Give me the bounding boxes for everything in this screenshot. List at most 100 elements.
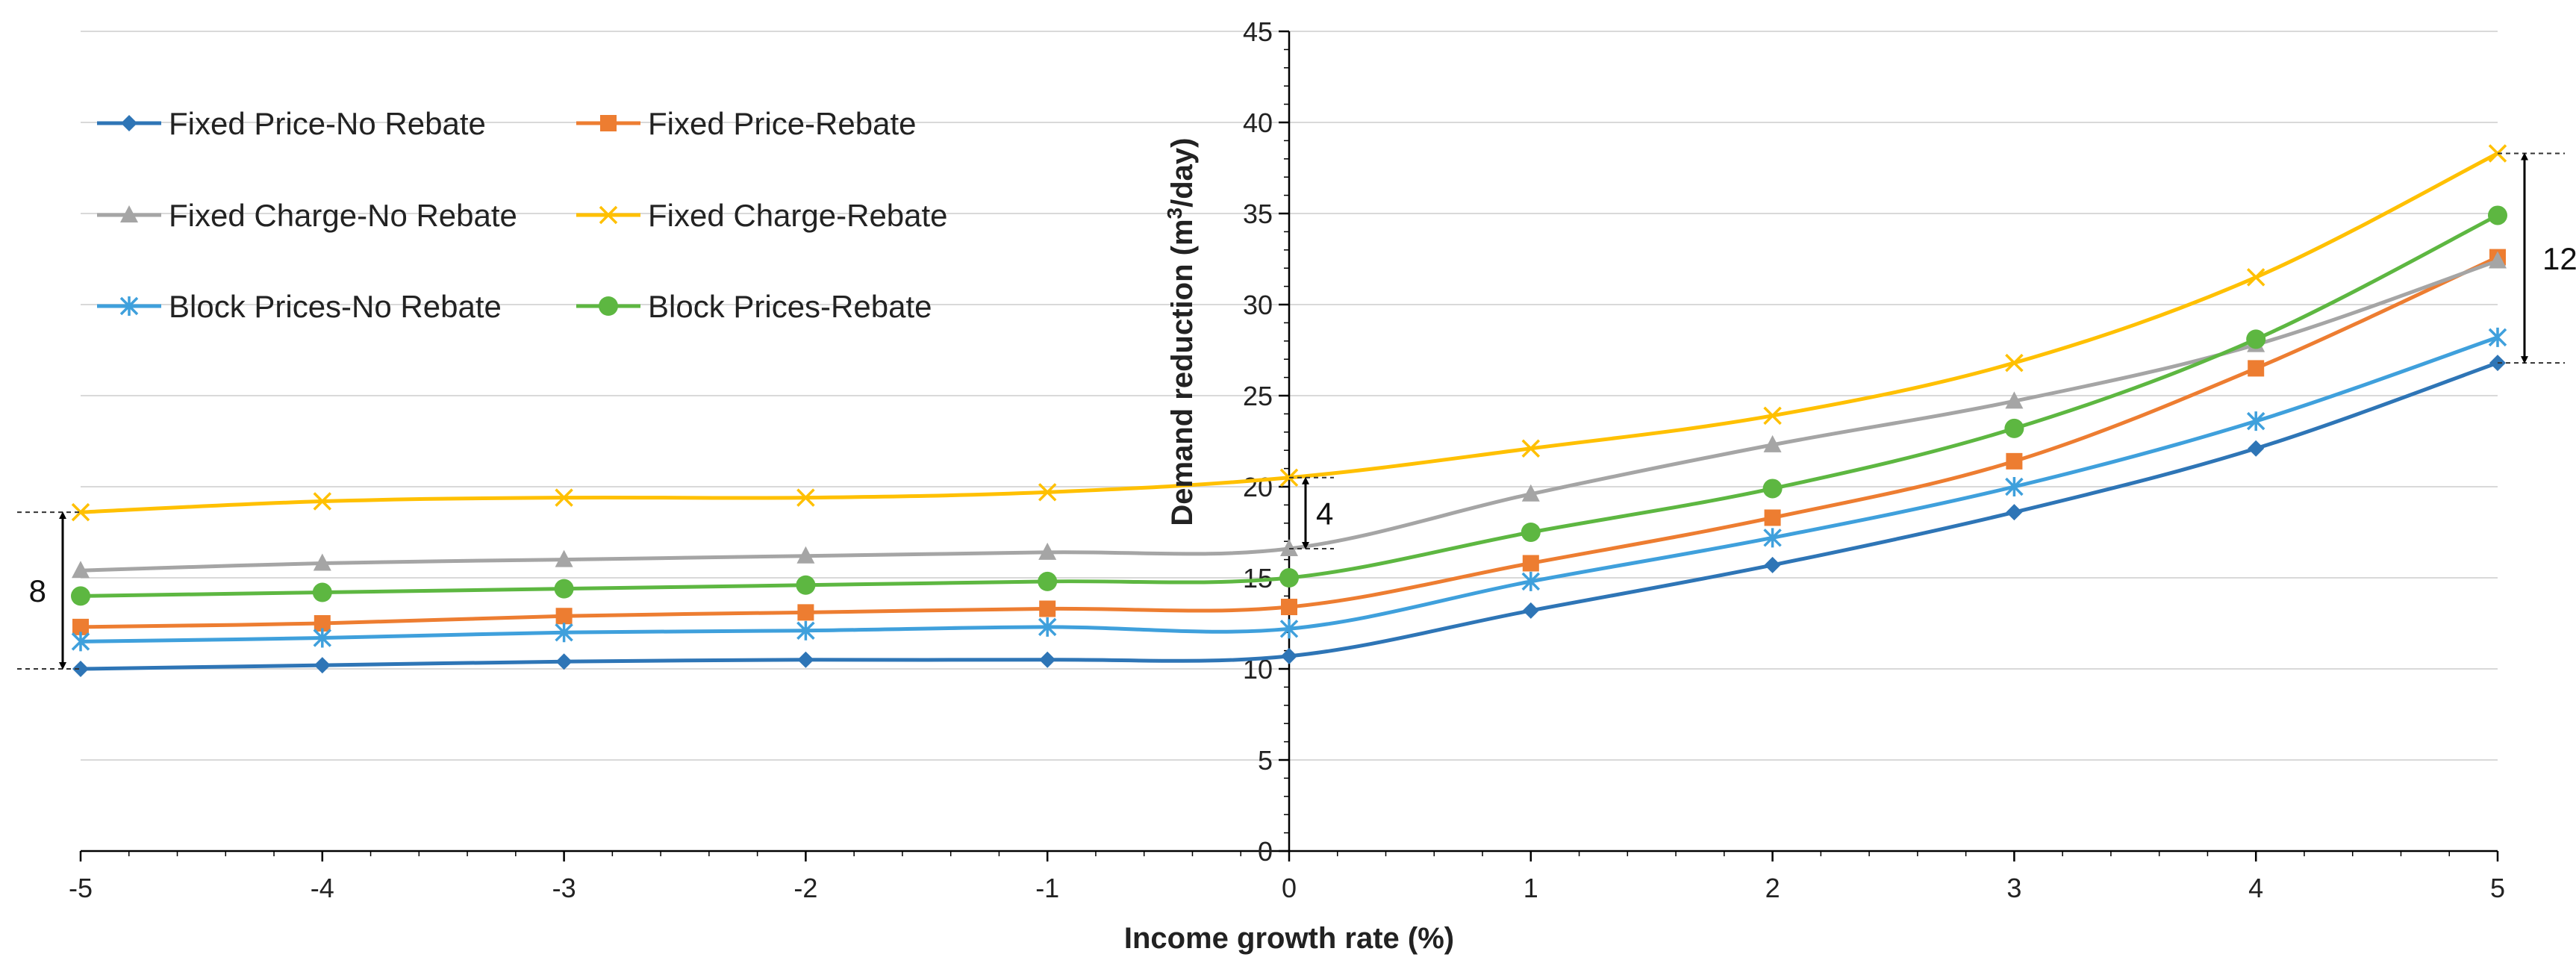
data-point bbox=[555, 549, 573, 567]
x-tick-label: -2 bbox=[793, 873, 817, 903]
data-point bbox=[314, 657, 331, 674]
y-axis-title: Demand reduction (m3/day) bbox=[1163, 138, 1199, 526]
data-point bbox=[1763, 434, 1782, 452]
data-point bbox=[2488, 327, 2507, 347]
y-axis-title-main: Demand reduction (m bbox=[1166, 219, 1199, 526]
data-point bbox=[2246, 268, 2265, 287]
legend-item-fixed-price-no-rebate: Fixed Price-No Rebate bbox=[97, 106, 486, 141]
x-tick-label: -1 bbox=[1035, 873, 1059, 903]
annotation-label: 12 bbox=[2542, 241, 2576, 276]
y-tick-label: 40 bbox=[1243, 107, 1273, 138]
x-tick-label: 4 bbox=[2248, 873, 2263, 903]
annotations: 8 4 12 bbox=[17, 152, 2576, 670]
data-point bbox=[1764, 509, 1781, 526]
data-point bbox=[1521, 484, 1540, 502]
data-point bbox=[2005, 391, 2024, 409]
x-tick-label: 1 bbox=[1524, 873, 1538, 903]
data-point bbox=[796, 620, 815, 641]
data-point bbox=[1521, 439, 1541, 458]
data-point bbox=[796, 575, 816, 595]
legend-label: Fixed Price-No Rebate bbox=[169, 106, 486, 141]
data-point bbox=[2005, 353, 2024, 373]
data-point bbox=[2488, 205, 2507, 225]
data-point bbox=[2004, 418, 2024, 438]
data-point bbox=[312, 582, 332, 602]
series-line bbox=[80, 152, 2499, 514]
legend-label: Fixed Charge-No Rebate bbox=[169, 198, 517, 233]
series-block-prices-rebate bbox=[71, 205, 2507, 606]
data-point bbox=[2005, 477, 2024, 496]
data-point bbox=[1522, 555, 1539, 572]
data-point bbox=[314, 615, 331, 632]
data-point bbox=[555, 623, 573, 643]
y-axis-title-end: /day) bbox=[1166, 138, 1199, 208]
data-point bbox=[72, 618, 89, 635]
legend-item-block-prices-rebate: Block Prices-Rebate bbox=[576, 289, 932, 324]
legend-item-fixed-charge-rebate: Fixed Charge-Rebate bbox=[576, 198, 948, 233]
data-point bbox=[555, 488, 573, 507]
y-tick-label: 30 bbox=[1243, 290, 1273, 320]
data-point bbox=[1763, 406, 1782, 426]
data-point bbox=[1762, 479, 1783, 499]
x-tick-label: 0 bbox=[1282, 873, 1297, 903]
legend-label: Block Prices-Rebate bbox=[648, 289, 932, 324]
series-line bbox=[80, 335, 2498, 644]
data-point bbox=[554, 579, 574, 599]
legend-marker bbox=[599, 296, 618, 316]
data-point bbox=[313, 492, 332, 511]
x-tick-label: 5 bbox=[2490, 873, 2505, 903]
data-point bbox=[71, 502, 90, 522]
legend-marker bbox=[121, 115, 137, 131]
y-tick-label: 0 bbox=[1258, 836, 1273, 867]
y-tick-label: 35 bbox=[1243, 199, 1273, 229]
series-fixed-charge-rebate bbox=[71, 144, 2507, 522]
x-tick-label: -4 bbox=[311, 873, 334, 903]
data-point bbox=[2248, 440, 2265, 457]
series-line bbox=[80, 361, 2498, 671]
data-point bbox=[796, 488, 815, 507]
data-point bbox=[1521, 571, 1541, 591]
data-point bbox=[1038, 483, 1057, 502]
data-point bbox=[1279, 619, 1299, 639]
annotation-12: 12 bbox=[2498, 152, 2576, 364]
legend-item-block-prices-no-rebate: Block Prices-No Rebate bbox=[97, 289, 502, 324]
y-tick-label: 45 bbox=[1243, 16, 1273, 47]
data-point bbox=[1763, 528, 1782, 548]
legend-label: Fixed Charge-Rebate bbox=[648, 198, 948, 233]
data-point bbox=[2248, 360, 2265, 377]
x-tick-label: -5 bbox=[69, 873, 93, 903]
data-point bbox=[797, 651, 814, 668]
legend-label: Fixed Price-Rebate bbox=[648, 106, 916, 141]
y-axis-title-superscript: 3 bbox=[1163, 208, 1186, 219]
annotation-label: 8 bbox=[29, 573, 46, 608]
legend-marker bbox=[120, 205, 138, 222]
legend-item-fixed-charge-no-rebate: Fixed Charge-No Rebate bbox=[97, 198, 517, 233]
data-point bbox=[2006, 504, 2023, 521]
series-fixed-price-rebate bbox=[72, 249, 2506, 635]
data-point bbox=[313, 553, 331, 571]
x-axis-title: Income growth rate (%) bbox=[1124, 922, 1454, 955]
data-point bbox=[1280, 538, 1298, 556]
x-tick-label: 2 bbox=[1765, 873, 1780, 903]
data-point bbox=[555, 608, 573, 625]
annotation-4: 4 bbox=[1289, 476, 1334, 549]
data-point bbox=[797, 604, 814, 621]
series-block-prices-no-rebate bbox=[71, 327, 2507, 652]
legend-label: Block Prices-No Rebate bbox=[169, 289, 502, 324]
y-tick-label: 25 bbox=[1243, 381, 1273, 411]
data-point bbox=[1039, 651, 1056, 668]
series-line bbox=[80, 255, 2499, 629]
data-point bbox=[313, 628, 332, 648]
data-point bbox=[1279, 568, 1299, 588]
data-point bbox=[1281, 647, 1297, 664]
annotation-8: 8 bbox=[17, 511, 81, 670]
data-point bbox=[72, 661, 89, 677]
data-point bbox=[1038, 542, 1057, 560]
data-point bbox=[1038, 571, 1058, 591]
data-point bbox=[1039, 600, 1056, 617]
data-point bbox=[71, 586, 90, 606]
x-tick-label: -3 bbox=[552, 873, 576, 903]
x-tick-label: 3 bbox=[2006, 873, 2021, 903]
